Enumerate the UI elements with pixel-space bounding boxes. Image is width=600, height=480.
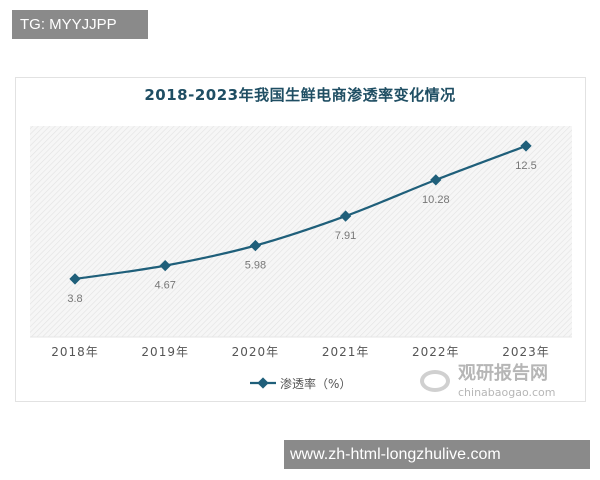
header-label: TG: MYYJJPP: [12, 10, 148, 39]
footer-label: www.zh-html-longzhulive.com: [284, 440, 590, 469]
data-point: [339, 210, 352, 222]
data-label: 4.67: [154, 280, 175, 292]
x-tick-label: 2022年: [412, 345, 460, 359]
watermark-cn: 观研报告网: [458, 363, 548, 384]
legend-marker: [257, 377, 269, 389]
data-point: [520, 140, 532, 152]
x-tick-label: 2019年: [141, 345, 189, 359]
data-label: 12.5: [515, 160, 536, 172]
watermark-logo: 观研报告网 chinabaogao.com: [420, 364, 580, 404]
x-tick-label: 2021年: [322, 345, 370, 359]
data-point: [430, 174, 442, 186]
x-tick-label: 2018年: [51, 345, 99, 359]
logo-icon: [420, 370, 450, 392]
x-tick-label: 2023年: [502, 345, 550, 359]
data-point: [249, 239, 262, 252]
chart-title: 2018-2023年我国生鲜电商渗透率变化情况: [144, 86, 456, 104]
data-label: 10.28: [422, 194, 450, 206]
watermark-en: chinabaogao.com: [458, 386, 556, 399]
data-label: 5.98: [245, 260, 266, 272]
series-line: [74, 144, 527, 281]
x-tick-label: 2020年: [232, 345, 280, 359]
data-point: [159, 259, 171, 272]
legend-label: 渗透率（%）: [280, 376, 351, 391]
data-label: 3.8: [67, 293, 82, 305]
data-label: 7.91: [335, 230, 356, 242]
